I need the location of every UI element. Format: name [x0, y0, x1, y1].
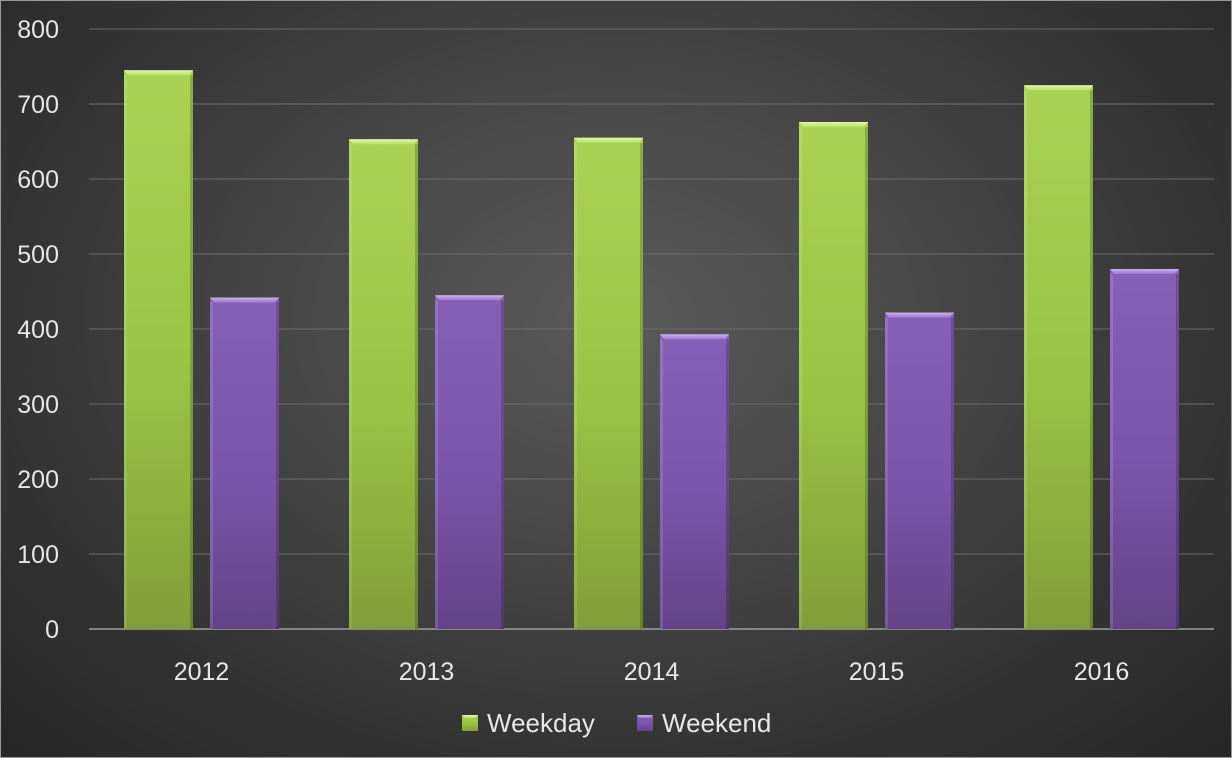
y-tick-label: 400 — [17, 316, 59, 344]
bar-bevel — [124, 70, 193, 76]
bar-edge — [435, 300, 438, 629]
x-tick-label: 2015 — [849, 658, 905, 686]
bar-body — [574, 137, 643, 629]
legend-label: Weekend — [662, 708, 771, 738]
bar-weekend-2012 — [210, 297, 279, 629]
legend-swatch — [462, 715, 478, 731]
bar-body — [885, 312, 954, 629]
bar-weekend-2014 — [660, 334, 729, 629]
bar-edge — [951, 317, 954, 629]
bar-edge — [726, 339, 729, 629]
y-tick-label: 500 — [17, 241, 59, 269]
x-tick-label: 2014 — [624, 658, 680, 686]
bar-weekday-2013 — [349, 139, 418, 629]
bar-body — [1024, 85, 1093, 629]
legend-item-weekday: Weekday — [462, 708, 595, 738]
x-tick-label: 2012 — [174, 658, 230, 686]
y-tick-label: 700 — [17, 91, 59, 119]
y-tick-label: 200 — [17, 466, 59, 494]
bar-body — [1110, 269, 1179, 629]
y-axis: 0 100 200 300 400 500 600 700 800 — [17, 16, 1214, 644]
bar-edge — [349, 144, 352, 629]
legend-swatch — [637, 715, 653, 731]
bar-weekday-2015 — [799, 122, 868, 629]
bar-body — [799, 122, 868, 629]
bar-body — [349, 139, 418, 629]
legend-label: Weekday — [487, 708, 595, 738]
bar-edge — [1090, 90, 1093, 629]
bar-bevel — [574, 137, 643, 143]
bar-weekday-2012 — [124, 70, 193, 629]
bar-edge — [660, 339, 663, 629]
bar-bevel — [1024, 85, 1093, 91]
bar-bevel — [349, 139, 418, 145]
y-tick-label: 100 — [17, 541, 59, 569]
bar-edge — [124, 75, 127, 629]
bar-bevel — [435, 295, 504, 301]
bar-edge — [210, 302, 213, 629]
y-tick-label: 600 — [17, 166, 59, 194]
y-tick-label: 800 — [17, 16, 59, 44]
y-tick-label: 300 — [17, 391, 59, 419]
bar-edge — [865, 127, 868, 629]
legend-item-weekend: Weekend — [637, 708, 771, 738]
bar-edge — [1176, 274, 1179, 629]
y-tick-label: 0 — [45, 616, 59, 644]
bar-edge — [1110, 274, 1113, 629]
bar-weekend-2016 — [1110, 269, 1179, 629]
bar-edge — [799, 127, 802, 629]
bar-edge — [501, 300, 504, 629]
bar-weekend-2015 — [885, 312, 954, 629]
bar-edge — [190, 75, 193, 629]
x-axis: 2012 2013 2014 2015 2016 — [174, 658, 1130, 686]
bar-edge — [415, 144, 418, 629]
legend-swatch-bevel — [462, 715, 478, 718]
bar-body — [435, 295, 504, 629]
bar-body — [660, 334, 729, 629]
bar-weekday-2014 — [574, 137, 643, 629]
bar-body — [124, 70, 193, 629]
bar-bevel — [660, 334, 729, 340]
bars — [124, 70, 1179, 629]
bar-bevel — [1110, 269, 1179, 274]
bar-edge — [574, 142, 577, 629]
x-tick-label: 2013 — [399, 658, 455, 686]
bar-weekday-2016 — [1024, 85, 1093, 629]
bar-edge — [640, 142, 643, 629]
bar-weekend-2013 — [435, 295, 504, 629]
bar-bevel — [799, 122, 868, 127]
bar-body — [210, 297, 279, 629]
legend-swatch-bevel — [637, 715, 653, 718]
bar-bevel — [885, 312, 954, 318]
bar-bevel — [210, 297, 279, 303]
bar-edge — [885, 317, 888, 629]
x-tick-label: 2016 — [1074, 658, 1130, 686]
bar-edge — [276, 302, 279, 629]
bar-edge — [1024, 90, 1027, 629]
legend: Weekday Weekend — [462, 708, 771, 738]
